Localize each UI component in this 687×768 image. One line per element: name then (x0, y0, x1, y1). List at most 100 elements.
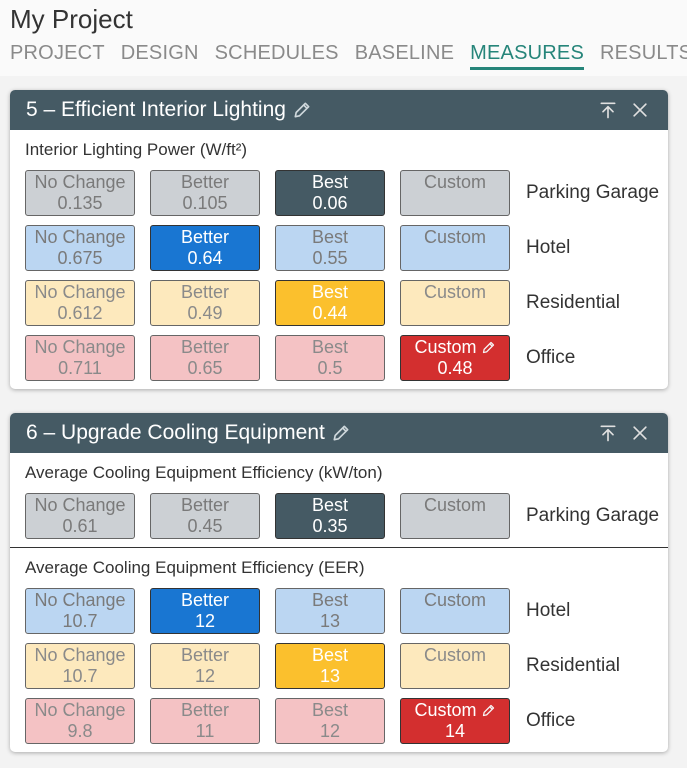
option-button[interactable]: Better 0.65 (150, 335, 260, 381)
tab-bar: PROJECT DESIGN SCHEDULES BASELINE MEASURES RE… (10, 42, 687, 70)
option-value: 11 (195, 721, 215, 741)
option-label: Best (311, 495, 349, 515)
option-button[interactable]: Custom (400, 225, 510, 271)
measure-card: 5 – Efficient Interior Lighting Interior … (10, 90, 668, 389)
option-label-line: No Change (26, 227, 134, 248)
option-button[interactable]: No Change 0.135 (25, 170, 135, 216)
pin-button-glyph (600, 102, 616, 119)
option-value: 12 (194, 666, 216, 686)
option-value: 0.61 (62, 516, 98, 536)
option-row: No Change 10.7 Better 12 Best 13 Custom Hotel (25, 588, 668, 634)
option-button[interactable]: Better 12 (150, 588, 260, 634)
option-button[interactable]: Best 12 (275, 698, 385, 744)
option-value: 10.7 (62, 666, 98, 686)
option-button[interactable]: Best 0.5 (275, 335, 385, 381)
row-name: Hotel (526, 600, 571, 621)
option-row: No Change 0.711 Better 0.65 Best 0.5 Custom 0.4… (25, 335, 668, 381)
option-label: Custom (414, 337, 477, 357)
option-button[interactable]: Custom (400, 493, 510, 539)
option-label: Better (180, 700, 230, 720)
card-actions (598, 100, 650, 120)
option-label: Best (311, 337, 349, 357)
option-label-line: Custom (401, 495, 509, 516)
option-label-line: Custom (401, 700, 509, 721)
option-label-line: Better (151, 282, 259, 303)
option-label: No Change (34, 172, 126, 192)
option-label-line: Better (151, 495, 259, 516)
close-button[interactable] (630, 100, 650, 120)
option-button[interactable]: Better 0.45 (150, 493, 260, 539)
option-label-line: Best (276, 590, 384, 611)
option-row: No Change 9.8 Better 11 Best 12 Custom 14 Office (25, 698, 668, 744)
option-label: Best (311, 700, 349, 720)
option-button[interactable]: No Change 10.7 (25, 643, 135, 689)
option-button[interactable]: Custom (400, 170, 510, 216)
option-label-line: No Change (26, 282, 134, 303)
option-button[interactable]: Custom (400, 643, 510, 689)
option-button[interactable]: No Change 9.8 (25, 698, 135, 744)
nav-tab[interactable]: PROJECT (10, 42, 105, 64)
option-button[interactable]: Better 11 (150, 698, 260, 744)
option-label: No Change (34, 227, 126, 247)
edit-custom-icon[interactable] (481, 703, 496, 718)
option-button[interactable]: Custom (400, 280, 510, 326)
option-label-line: Better (151, 645, 259, 666)
row-name: Parking Garage (526, 182, 660, 203)
option-button[interactable]: No Change 0.711 (25, 335, 135, 381)
option-button[interactable]: Best 0.55 (275, 225, 385, 271)
nav-tab[interactable]: BASELINE (354, 42, 455, 64)
option-label-line: No Change (26, 700, 134, 721)
option-label: Better (180, 172, 230, 192)
pin-button[interactable] (598, 100, 618, 120)
option-button[interactable]: Better 0.105 (150, 170, 260, 216)
option-button[interactable]: Better 12 (150, 643, 260, 689)
option-button[interactable]: Custom (400, 588, 510, 634)
option-button[interactable]: Better 0.49 (150, 280, 260, 326)
group-label: Average Cooling Equipment Efficiency (kW… (25, 463, 383, 482)
option-button[interactable]: Custom 0.48 (400, 335, 510, 381)
option-row: No Change 0.135 Better 0.105 Best 0.06 Custom P… (25, 170, 668, 216)
project-title: My Project (10, 4, 133, 34)
option-button[interactable]: No Change 10.7 (25, 588, 135, 634)
option-button[interactable]: No Change 0.675 (25, 225, 135, 271)
option-row: No Change 0.612 Better 0.49 Best 0.44 Custom Re… (25, 280, 668, 326)
nav-tab[interactable]: DESIGN (120, 42, 199, 64)
option-value: 0.49 (187, 303, 223, 323)
edit-title-icon-glyph (294, 102, 310, 118)
option-button[interactable]: Custom 14 (400, 698, 510, 744)
row-name: Office (526, 347, 576, 368)
option-button[interactable]: Best 13 (275, 643, 385, 689)
option-value: 12 (319, 721, 341, 741)
close-button[interactable] (630, 423, 650, 443)
edit-title-icon[interactable] (292, 100, 312, 120)
card-header: 5 – Efficient Interior Lighting (10, 90, 668, 130)
nav-tab[interactable]: RESULTS (600, 42, 687, 64)
option-button[interactable]: No Change 0.612 (25, 280, 135, 326)
option-label-line: Best (276, 337, 384, 358)
option-label: Best (311, 172, 349, 192)
nav-tab[interactable]: MEASURES (470, 42, 584, 70)
nav-tab[interactable]: SCHEDULES (214, 42, 339, 64)
option-row: No Change 0.61 Better 0.45 Best 0.35 Custom Par… (25, 493, 668, 539)
option-label: Custom (423, 495, 486, 515)
edit-title-icon[interactable] (331, 423, 351, 443)
row-name: Residential (526, 292, 620, 313)
option-button[interactable]: No Change 0.61 (25, 493, 135, 539)
option-value: 0.44 (312, 303, 348, 323)
option-value: 0.612 (57, 303, 103, 323)
edit-title-icon-glyph (333, 425, 349, 441)
option-button[interactable]: Best 0.06 (275, 170, 385, 216)
option-button[interactable]: Best 13 (275, 588, 385, 634)
option-button[interactable]: Better 0.64 (150, 225, 260, 271)
pin-button[interactable] (598, 423, 618, 443)
edit-custom-icon[interactable] (481, 340, 496, 355)
measure-group: Average Cooling Equipment Efficiency (EE… (10, 547, 668, 752)
option-label-line: No Change (26, 495, 134, 516)
option-button[interactable]: Best 0.35 (275, 493, 385, 539)
option-label: Better (180, 590, 230, 610)
option-value: 0.135 (57, 193, 103, 213)
option-label-line: Custom (401, 172, 509, 193)
option-button[interactable]: Best 0.44 (275, 280, 385, 326)
